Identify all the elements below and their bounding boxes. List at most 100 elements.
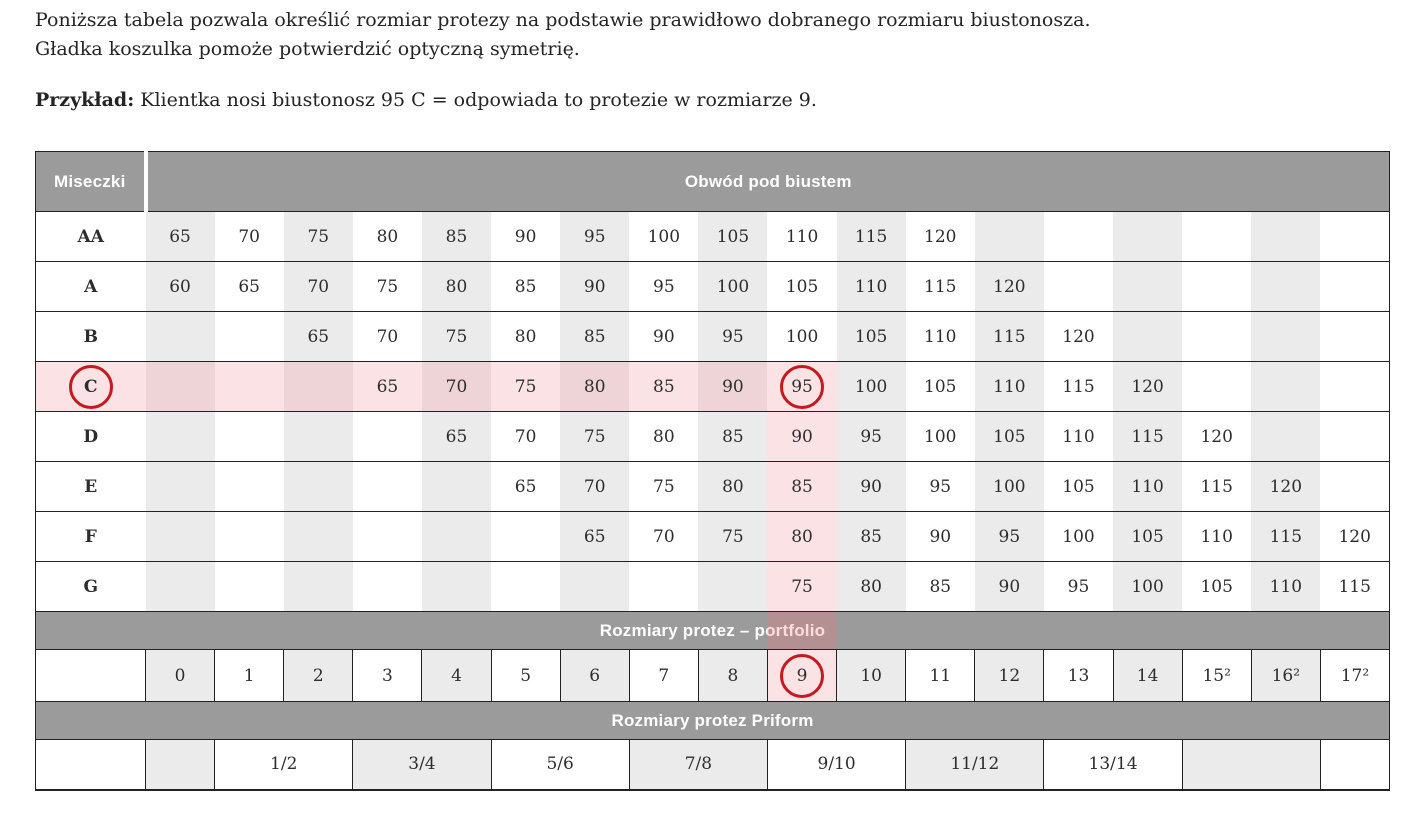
- size-cell: 105: [698, 211, 768, 262]
- size-cell: 115: [1320, 561, 1390, 612]
- portfolio-size-cell: 6: [559, 649, 630, 702]
- size-cell: 90: [836, 461, 906, 512]
- size-cell: 65: [145, 211, 215, 262]
- size-cell: 75: [767, 561, 837, 612]
- portfolio-band-row: Rozmiary protez – portfolio: [35, 611, 1390, 650]
- size-cell: 90: [629, 311, 699, 362]
- size-cell: 110: [836, 261, 906, 312]
- size-cell: [421, 561, 492, 612]
- size-cell: [214, 311, 284, 362]
- portfolio-size-cell: 5: [490, 649, 561, 702]
- cup-row-F: F 65 70 75 80 85 90 95 100 105 110 115 120: [35, 511, 1390, 562]
- cup-label-A: A: [35, 261, 146, 312]
- size-cell: 80: [421, 261, 492, 312]
- portfolio-size-cell: 14: [1112, 649, 1183, 702]
- priform-range-cell: [1181, 739, 1321, 790]
- size-cell: [1320, 361, 1390, 412]
- size-cell: [352, 561, 422, 612]
- size-cell: 95: [629, 261, 699, 312]
- size-cell: [214, 461, 284, 512]
- portfolio-size-cell: 0: [144, 649, 215, 702]
- size-cell: 80: [836, 561, 906, 612]
- size-cell: 90: [698, 361, 768, 412]
- size-cell: [1320, 261, 1390, 312]
- size-cell: [1251, 311, 1321, 362]
- size-cell: 120: [1320, 511, 1390, 562]
- size-cell: 110: [1043, 411, 1114, 462]
- size-cell: [283, 461, 353, 512]
- size-cell: 115: [974, 311, 1044, 362]
- size-cell: 105: [905, 361, 975, 412]
- size-cell: 115: [1251, 511, 1321, 562]
- priform-range-cell: 11/12: [905, 739, 1044, 790]
- portfolio-size-cell: 10: [836, 649, 906, 702]
- size-cell: 100: [767, 311, 837, 362]
- empty-label-cell: [35, 649, 146, 702]
- size-cell: 95: [560, 211, 630, 262]
- size-cell: 65: [560, 511, 630, 562]
- cup-label-F: F: [35, 511, 146, 562]
- size-cell: [1320, 311, 1390, 362]
- portfolio-size-cell: 1: [214, 649, 284, 702]
- size-cell: [1251, 211, 1321, 262]
- size-cell: [1113, 211, 1183, 262]
- underbust-header-row: Miseczki Obwód pod biustem: [35, 151, 1390, 212]
- cups-header-cell: Miseczki: [35, 151, 148, 212]
- size-cell: 90: [491, 211, 561, 262]
- size-cell: 80: [629, 411, 699, 462]
- portfolio-band: Rozmiary protez – portfolio: [35, 611, 1390, 650]
- size-cell: [1320, 411, 1390, 462]
- size-cell: 100: [1043, 511, 1114, 562]
- size-cell: 85: [629, 361, 699, 412]
- size-cell: 75: [283, 211, 353, 262]
- size-cell: [214, 561, 284, 612]
- size-cell: 105: [1113, 511, 1183, 562]
- size-cell: 95: [905, 461, 975, 512]
- size-cell: 100: [1113, 561, 1183, 612]
- size-cell: 110: [1113, 461, 1183, 512]
- cup-label-C: C: [35, 361, 146, 412]
- size-cell: [1320, 461, 1390, 512]
- size-cell: 85: [421, 211, 492, 262]
- intro-line2: Gładka koszulka pomoże potwierdzić optyc…: [35, 38, 580, 60]
- size-cell: [560, 561, 630, 612]
- priform-range-cell: 13/14: [1043, 739, 1183, 790]
- size-cell: 70: [560, 461, 630, 512]
- size-cell: 120: [1251, 461, 1321, 512]
- size-cell: 85: [560, 311, 630, 362]
- size-cell: 115: [1043, 361, 1114, 412]
- portfolio-size-cell: 15²: [1181, 649, 1252, 702]
- size-cell: 80: [491, 311, 561, 362]
- cup-row-E: E 65 70 75 80 85 90 95 100 105 110 115 120: [35, 461, 1390, 512]
- size-cell: 120: [1043, 311, 1114, 362]
- size-cell: 65: [283, 311, 353, 362]
- priform-range-cell: 9/10: [766, 739, 906, 790]
- size-cell: 90: [974, 561, 1044, 612]
- size-cell: 110: [905, 311, 975, 362]
- size-cell: [421, 511, 492, 562]
- size-cell: 115: [1113, 411, 1183, 462]
- size-cell: 75: [629, 461, 699, 512]
- size-cell: [352, 411, 422, 462]
- size-cell: [974, 211, 1044, 262]
- portfolio-size-cell: 17²: [1319, 649, 1390, 702]
- priform-range-cell: 3/4: [352, 739, 492, 790]
- size-cell: [491, 511, 561, 562]
- size-cell: [214, 511, 284, 562]
- highlight-circle: C: [68, 364, 113, 409]
- size-cell: [629, 561, 699, 612]
- cup-row-B: B 65 70 75 80 85 90 95 100 105 110 115 120: [35, 311, 1390, 362]
- cup-label-B: B: [35, 311, 146, 362]
- priform-range-cell: 5/6: [490, 739, 630, 790]
- size-cell: 105: [1182, 561, 1252, 612]
- size-cell: [491, 561, 561, 612]
- size-cell: 115: [905, 261, 975, 312]
- size-cell: [1043, 261, 1114, 312]
- intro-paragraph: Poniższa tabela pozwala określić rozmiar…: [35, 6, 1390, 64]
- size-cell: [1182, 211, 1252, 262]
- size-cell: 100: [629, 211, 699, 262]
- cup-row-G: G 75 80 85 90 95 100 105 110 115: [35, 561, 1390, 612]
- priform-row: 1/2 3/4 5/6 7/8 9/10 11/12 13/14: [35, 739, 1390, 790]
- size-cell: 65: [491, 461, 561, 512]
- portfolio-size-cell: 16²: [1250, 649, 1321, 702]
